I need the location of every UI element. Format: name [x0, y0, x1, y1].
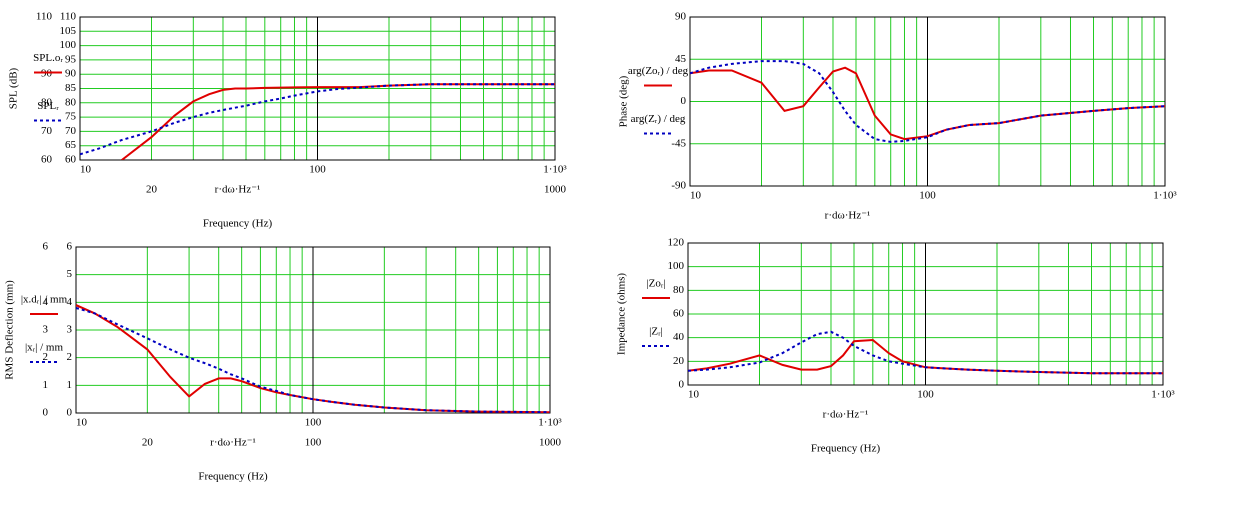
x-tick-label: 1·10³ — [1153, 190, 1177, 202]
y-marker-label: 6 — [43, 241, 49, 253]
x-axis-label: r·dω·Hz⁻¹ — [210, 437, 256, 449]
y-marker-label: 90 — [41, 68, 53, 80]
y-tick-label: 40 — [673, 331, 685, 343]
x-tick-label: 100 — [309, 164, 326, 176]
legend-label: |x.dᵣ| / mm — [21, 294, 68, 306]
plot: -90 -45 0 45 90 10 100 1·10³ arg(Zoᵣ) / deg arg(Z… — [618, 11, 1178, 222]
plot: 0 20 40 60 80 100 120 10 100 1·10³ |Zoᵣ| |Zᵣ| Impeda… — [616, 237, 1176, 455]
y-tick-label: 60 — [65, 154, 77, 166]
y-tick-label: 0 — [679, 379, 685, 391]
x-marker-label: 20 — [142, 437, 154, 449]
y-tick-label: 0 — [681, 95, 687, 107]
y-tick-label: 45 — [675, 53, 687, 65]
x-tick-label: 1·10³ — [1151, 389, 1175, 401]
y-tick-label: 65 — [65, 139, 77, 151]
series-line — [690, 60, 1165, 143]
y-tick-label: 105 — [60, 25, 77, 37]
x-tick-label: 10 — [76, 417, 88, 429]
legend-label: arg(Zoᵣ) / deg — [628, 65, 689, 77]
x-marker-label: 1000 — [539, 437, 562, 449]
y-tick-label: -45 — [671, 137, 686, 149]
plot-frame — [79, 16, 556, 161]
y-marker-label: 0 — [43, 407, 49, 419]
x-tick-label: 1·10³ — [543, 164, 567, 176]
y-tick-label: 85 — [65, 82, 77, 94]
legend-label: |Zoᵣ| — [646, 278, 665, 290]
y-tick-label: 20 — [673, 355, 685, 367]
x-tick-label: 100 — [919, 190, 936, 202]
legend-label: |Zᵣ| — [649, 326, 663, 338]
y-tick-label: 3 — [67, 324, 73, 336]
x-marker-label: 1000 — [544, 184, 567, 196]
plot-frame — [687, 242, 1164, 386]
series-line — [121, 83, 555, 160]
y-marker-label: 1 — [43, 379, 49, 391]
y-tick-label: 1 — [67, 379, 73, 391]
y-tick-label: 120 — [668, 237, 685, 249]
x-tick-label: 10 — [80, 164, 92, 176]
y-marker-label: 70 — [41, 125, 53, 137]
y-tick-label: 100 — [668, 260, 685, 272]
y-tick-label: 90 — [65, 68, 77, 80]
legend-label: SPL.oᵣ — [33, 52, 63, 64]
y-tick-label: 5 — [67, 268, 73, 280]
x-marker-label: 100 — [305, 437, 322, 449]
y-tick-label: 100 — [60, 39, 77, 51]
x-tick-label: 100 — [305, 417, 322, 429]
y-marker-label: 60 — [41, 154, 53, 166]
legend-label: |xᵣ| / mm — [25, 342, 64, 354]
y-tick-label: -90 — [671, 180, 686, 192]
y-tick-label: 6 — [67, 241, 73, 253]
y-axis-label: Phase (deg) — [618, 75, 630, 127]
y-tick-label: 70 — [65, 125, 77, 137]
x-caption: Frequency (Hz) — [811, 443, 881, 455]
series-line — [690, 66, 1165, 141]
x-axis-label: r·dω·Hz⁻¹ — [215, 184, 261, 196]
plot: 60 65 70 75 80 85 90 95 100 105 110 10 100 1·10³ 20 100… — [8, 11, 568, 230]
y-tick-label: 2 — [67, 351, 73, 363]
y-axis-label: Impedance (ohms) — [616, 273, 628, 355]
x-tick-label: 100 — [917, 389, 934, 401]
y-tick-label: 90 — [675, 11, 687, 23]
x-tick-label: 10 — [688, 389, 700, 401]
series-line — [80, 83, 555, 156]
x-caption: Frequency (Hz) — [198, 471, 268, 483]
series-line — [76, 306, 550, 413]
x-tick-label: 10 — [690, 190, 702, 202]
y-tick-label: 75 — [65, 111, 77, 123]
y-tick-label: 110 — [60, 11, 77, 23]
legend-label: SPLᵣ — [37, 100, 59, 112]
series-line — [688, 330, 1163, 375]
y-marker-label: 110 — [36, 11, 53, 23]
y-marker-label: 80 — [41, 96, 53, 108]
x-marker-label: 20 — [146, 184, 158, 196]
y-marker-label: 2 — [43, 351, 49, 363]
plot-frame — [75, 246, 551, 414]
y-tick-label: 80 — [65, 96, 77, 108]
y-marker-label: 4 — [43, 296, 49, 308]
x-axis-label: r·dω·Hz⁻¹ — [825, 210, 871, 222]
x-tick-label: 1·10³ — [538, 417, 562, 429]
x-caption: Frequency (Hz) — [203, 218, 273, 230]
x-axis-label: r·dω·Hz⁻¹ — [823, 409, 869, 421]
legend-label: arg(Zᵣ) / deg — [631, 113, 686, 125]
y-tick-label: 80 — [673, 284, 685, 296]
y-axis-label: RMS Deflection (mm) — [4, 280, 16, 380]
y-axis-label: SPL (dB) — [8, 67, 20, 109]
y-tick-label: 95 — [65, 53, 77, 65]
y-tick-label: 60 — [673, 308, 685, 320]
y-tick-label: 4 — [67, 296, 73, 308]
plot-frame — [689, 16, 1166, 187]
y-tick-label: 0 — [67, 407, 73, 419]
y-marker-label: 3 — [43, 324, 49, 336]
